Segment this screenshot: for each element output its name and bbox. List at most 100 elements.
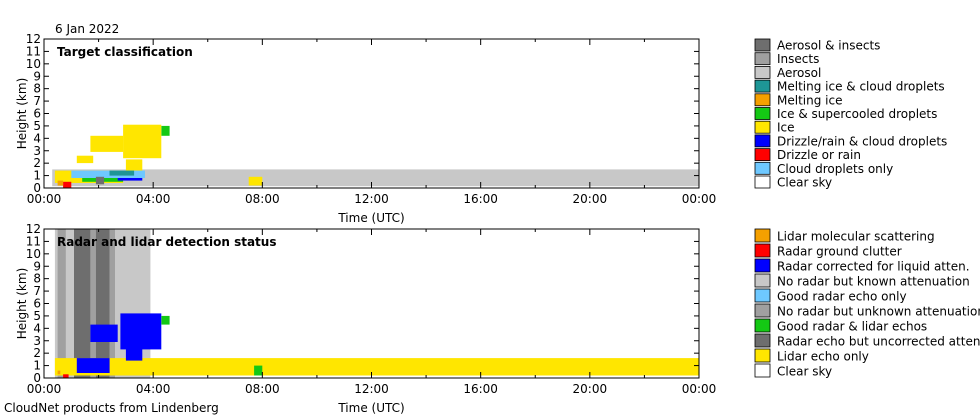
- ice-region: [90, 135, 124, 152]
- y-axis-label: Height (km): [15, 78, 29, 149]
- legend-swatch-melting-ice: [754, 93, 771, 107]
- legend-label-radar-ground-clutter: Radar ground clutter: [777, 245, 902, 259]
- legend-swatch-lidar-echo-only: [754, 348, 771, 363]
- ice-region: [248, 176, 263, 186]
- radar-corrected-for-liquid-atten-region: [76, 358, 110, 373]
- panel-title: Target classification: [57, 45, 193, 59]
- y-tick-label: 8: [33, 82, 41, 96]
- y-tick-label: 7: [33, 94, 41, 108]
- legend-swatch-melting-ice-cloud-droplets: [754, 79, 771, 93]
- x-tick-label: 20:00: [573, 192, 608, 206]
- y-tick-label: 4: [33, 131, 41, 145]
- legend-label-clear-sky: Clear sky: [777, 176, 832, 190]
- aerosol-insects-region: [95, 176, 105, 185]
- legend-label-clear-sky: Clear sky: [777, 365, 832, 379]
- y-tick-label: 0: [33, 371, 41, 385]
- y-tick-label: 2: [33, 346, 41, 360]
- legend-swatch-radar-echo-but-uncorrected-atten: [754, 333, 771, 348]
- y-tick-label: 11: [26, 44, 41, 58]
- legend-label-no-radar-but-unknown-attenuation: No radar but unknown attenuation: [777, 305, 980, 319]
- legend-label-cloud-droplets-only: Cloud droplets only: [777, 162, 893, 176]
- y-tick-label: 4: [33, 321, 41, 335]
- x-tick-label: 12:00: [354, 382, 389, 396]
- x-tick-label: 00:00: [682, 192, 717, 206]
- x-tick-label: 16:00: [463, 382, 498, 396]
- legend-label-melting-ice: Melting ice: [777, 93, 842, 107]
- x-tick-label: 00:00: [27, 382, 62, 396]
- no-radar-but-unknown-attenuation-region: [109, 229, 115, 378]
- legend-label-ice: Ice: [777, 121, 795, 135]
- legend-swatch-aerosol: [754, 66, 771, 79]
- good-radar-lidar-echos-region: [254, 365, 263, 376]
- aerosol-region: [52, 169, 699, 187]
- radar-echo-but-uncorrected-atten-region: [95, 229, 110, 378]
- y-tick-label: 12: [26, 222, 41, 236]
- legend-swatch-radar-corrected-for-liquid-atten: [754, 258, 771, 273]
- legend-label-melting-ice-cloud-droplets: Melting ice & cloud droplets: [777, 80, 945, 94]
- melting-ice-region: [57, 180, 64, 186]
- x-tick-label: 04:00: [136, 192, 171, 206]
- legend-label-drizzle-rain-cloud-droplets: Drizzle/rain & cloud droplets: [777, 134, 947, 148]
- radar-corrected-for-liquid-atten-region: [120, 313, 162, 350]
- x-axis-label: Time (UTC): [337, 211, 404, 225]
- radar-corrected-for-liquid-atten-region: [125, 348, 143, 361]
- plot-area: [44, 39, 699, 188]
- melting-ice-cloud-droplets-region: [109, 170, 135, 176]
- y-tick-label: 3: [33, 334, 41, 348]
- y-axis-label: Height (km): [15, 268, 29, 339]
- legend-label-insects: Insects: [777, 52, 819, 66]
- y-tick-label: 6: [33, 297, 41, 311]
- y-tick-label: 10: [26, 247, 41, 261]
- legend-swatch-no-radar-but-known-attenuation: [754, 273, 771, 288]
- x-axis-label: Time (UTC): [337, 401, 404, 415]
- y-tick-label: 5: [33, 309, 41, 323]
- cloud-droplets-only-region: [71, 170, 145, 178]
- radar-echo-but-uncorrected-atten-region: [74, 229, 91, 378]
- legend-swatch-clear-sky: [754, 175, 771, 189]
- no-radar-but-unknown-attenuation-region: [57, 229, 66, 378]
- legend-label-no-radar-but-known-attenuation: No radar but known attenuation: [777, 275, 970, 289]
- legend-label-lidar-echo-only: Lidar echo only: [777, 350, 869, 364]
- legend-label-radar-echo-but-uncorrected-atten: Radar echo but uncorrected atten.: [777, 335, 980, 349]
- ice-region: [123, 124, 162, 159]
- ice-region: [76, 155, 94, 164]
- x-tick-label: 00:00: [27, 192, 62, 206]
- y-tick-label: 7: [33, 284, 41, 298]
- y-tick-label: 11: [26, 234, 41, 248]
- legend-label-lidar-molecular-scattering: Lidar molecular scattering: [777, 230, 935, 244]
- y-tick-label: 8: [33, 272, 41, 286]
- x-tick-label: 04:00: [136, 382, 171, 396]
- legend-swatch-good-radar-lidar-echos: [754, 318, 771, 333]
- y-tick-label: 5: [33, 119, 41, 133]
- y-tick-label: 9: [33, 259, 41, 273]
- no-radar-but-unknown-attenuation-region: [90, 229, 96, 378]
- legend-swatch-drizzle-rain-cloud-droplets: [754, 134, 771, 148]
- legend-label-aerosol: Aerosol: [777, 66, 821, 80]
- y-tick-label: 6: [33, 107, 41, 121]
- x-tick-label: 20:00: [573, 382, 608, 396]
- legend-swatch-lidar-molecular-scattering: [754, 228, 771, 243]
- lidar-echo-only-region: [54, 358, 699, 376]
- legend-label-aerosol-insects: Aerosol & insects: [777, 39, 880, 53]
- y-tick-label: 3: [33, 144, 41, 158]
- legend-swatch-insects: [754, 52, 771, 66]
- legend-swatch-no-radar-but-unknown-attenuation: [754, 303, 771, 318]
- y-tick-label: 12: [26, 32, 41, 46]
- legend-swatch-radar-ground-clutter: [754, 243, 771, 258]
- x-tick-label: 12:00: [354, 192, 389, 206]
- footer-credit: CloudNet products from Lindenberg: [4, 401, 219, 415]
- y-tick-label: 1: [33, 169, 41, 183]
- legend-swatch-ice: [754, 120, 771, 134]
- panel-title: Radar and lidar detection status: [57, 235, 276, 249]
- y-tick-label: 0: [33, 181, 41, 195]
- legend-label-good-radar-echo-only: Good radar echo only: [777, 290, 907, 304]
- good-radar-lidar-echos-region: [161, 315, 170, 325]
- y-tick-label: 1: [33, 359, 41, 373]
- plot-area: [44, 229, 699, 378]
- date-label: 6 Jan 2022: [55, 22, 119, 36]
- x-tick-label: 08:00: [245, 382, 280, 396]
